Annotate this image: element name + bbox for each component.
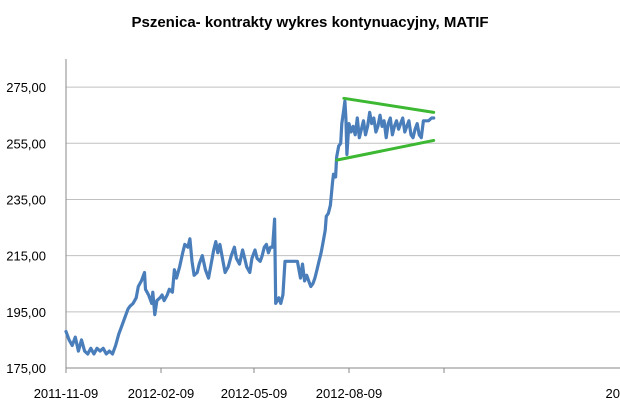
grid-layer	[66, 86, 620, 369]
y-tick-label: 195,00	[6, 305, 46, 320]
label-layer: 275,00 255,00 235,00 215,00 195,00 175,00 2011…	[6, 80, 620, 401]
y-tick-label: 255,00	[6, 136, 46, 151]
y-tick-label: 235,00	[6, 192, 46, 207]
series-layer	[64, 99, 436, 356]
annotation-layer	[335, 96, 436, 162]
y-tick-label: 215,00	[6, 249, 46, 264]
x-tick-label: 2011-11-09	[34, 386, 99, 401]
axis-layer	[65, 59, 620, 373]
y-tick-label: 275,00	[6, 80, 46, 95]
x-tick-label: 20	[606, 386, 620, 401]
price-series-line	[64, 99, 436, 356]
upper-trendline	[342, 96, 436, 114]
y-tick-label: 175,00	[6, 361, 46, 376]
chart-title: Pszenica- kontrakty wykres kontynuacyjny…	[131, 14, 489, 31]
x-tick-label: 2012-08-09	[316, 386, 383, 401]
lower-trendline	[335, 138, 436, 162]
x-tick-label: 2012-05-09	[221, 386, 288, 401]
x-tick-label: 2012-02-09	[128, 386, 195, 401]
